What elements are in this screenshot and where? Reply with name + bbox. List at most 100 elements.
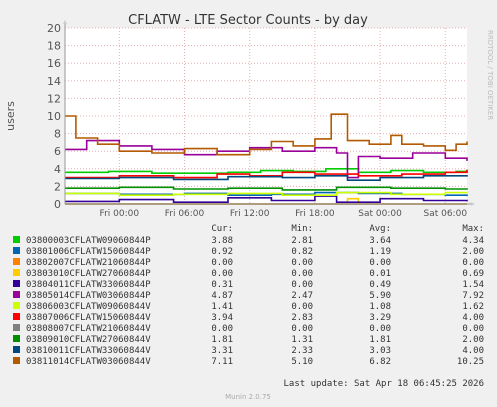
- legend-max-value: 0.00: [462, 324, 484, 334]
- series-line-03805014CFLATW03060844P: [65, 139, 468, 179]
- last-update: Last update: Sat Apr 18 06:45:25 2026: [284, 379, 484, 389]
- legend-max-value: 1.62: [462, 302, 484, 312]
- series-line-03809010CFLATW27060844V: [65, 186, 468, 191]
- legend-avg-value: 3.64: [369, 236, 391, 246]
- legend-min-value: 0.00: [291, 302, 313, 312]
- x-tick-label: Fri 18:00: [295, 209, 335, 219]
- legend-min-value: 2.81: [291, 236, 313, 246]
- series-line-03804011CFLATW33060844P: [65, 195, 468, 203]
- legend-cur-value: 1.81: [211, 335, 233, 345]
- legend-max-value: 4.00: [462, 313, 484, 323]
- legend-name: 03805014CFLATW03060844P: [26, 291, 151, 301]
- side-label: RRDTOOL / TOBI OETIKER: [486, 30, 494, 120]
- legend-max-value: 2.00: [462, 247, 484, 257]
- legend-max-value: 1.54: [462, 280, 484, 290]
- legend-header-max: Max:: [462, 224, 484, 234]
- legend-cur-value: 0.00: [211, 269, 233, 279]
- legend-max-value: 0.00: [462, 258, 484, 268]
- legend-name: 03800003CFLATW09060844P: [26, 236, 151, 246]
- series-line-03807006CFLATW15060844V: [65, 169, 468, 179]
- legend-name: 03809010CFLATW27060844V: [26, 335, 151, 345]
- legend-avg-value: 3.29: [369, 313, 391, 323]
- x-tick-label: Fri 00:00: [100, 209, 140, 219]
- legend-swatch-03805014CFLATW03060844P: [13, 291, 20, 298]
- legend-name: 03810011CFLATW33060844V: [26, 346, 151, 356]
- legend-min-value: 0.00: [291, 280, 313, 290]
- legend-swatch-03807006CFLATW15060844V: [13, 313, 20, 320]
- legend-cur-value: 0.31: [211, 280, 233, 290]
- legend-cur-value: 3.88: [211, 236, 233, 246]
- legend-cur-value: 0.00: [211, 258, 233, 268]
- legend-swatch-03806003CFLATW09060844V: [13, 302, 20, 309]
- legend-cur-value: 7.11: [211, 357, 233, 367]
- legend-avg-value: 5.90: [369, 291, 391, 301]
- legend-max-value: 0.69: [462, 269, 484, 279]
- legend-swatch-03800003CFLATW09060844P: [13, 236, 20, 243]
- grid: [65, 27, 467, 204]
- y-axis-arrow: [63, 20, 67, 24]
- legend-name: 03802007CFLATW21060844P: [26, 258, 151, 268]
- legend-cur-value: 0.92: [211, 247, 233, 257]
- y-axis-label: users: [4, 101, 17, 131]
- series-line-03810011CFLATW33060844V: [65, 175, 468, 181]
- y-tick-label: 14: [47, 75, 61, 88]
- legend-avg-value: 0.49: [369, 280, 391, 290]
- legend-max-value: 7.92: [462, 291, 484, 301]
- legend-min-value: 2.83: [291, 313, 313, 323]
- legend-min-value: 0.82: [291, 247, 313, 257]
- legend-cur-value: 0.00: [211, 324, 233, 334]
- legend-name: 03804011CFLATW33060844P: [26, 280, 151, 290]
- legend-swatch-03808007CFLATW21060844V: [13, 324, 20, 331]
- legend-max-value: 2.00: [462, 335, 484, 345]
- axes: 0 2 4 6 8 10 12 14 16 18 20 Fri 00:00 Fri 06:00 Fri 1…: [47, 20, 475, 219]
- legend-swatch-03803010CFLATW27060844P: [13, 269, 20, 276]
- legend-max-value: 4.34: [462, 236, 484, 246]
- y-tick-label: 6: [54, 145, 61, 158]
- y-tick-label: 8: [54, 128, 61, 141]
- legend-name: 03806003CFLATW09060844V: [26, 302, 151, 312]
- x-axis-arrow: [471, 202, 475, 206]
- legend-header-cur: Cur:: [211, 224, 233, 234]
- y-tick-label: 20: [47, 22, 61, 35]
- x-tick-label: Fri 12:00: [230, 209, 270, 219]
- legend-min-value: 0.00: [291, 269, 313, 279]
- legend-avg-value: 0.00: [369, 324, 391, 334]
- x-tick-label: Sat 06:00: [423, 209, 467, 219]
- legend-avg-value: 3.03: [369, 346, 391, 356]
- legend-cur-value: 1.41: [211, 302, 233, 312]
- legend-min-value: 2.47: [291, 291, 313, 301]
- y-tick-label: 16: [47, 57, 61, 70]
- x-tick-label: Sat 00:00: [358, 209, 402, 219]
- legend-cur-value: 4.87: [211, 291, 233, 301]
- y-tick-label: 4: [54, 163, 61, 176]
- y-tick-label: 18: [47, 40, 61, 53]
- legend-name: 03803010CFLATW27060844P: [26, 269, 151, 279]
- legend-cur-value: 3.31: [211, 346, 233, 356]
- series-line-03806003CFLATW09060844V: [65, 191, 468, 196]
- legend-name: 03807006CFLATW15060844V: [26, 313, 151, 323]
- legend-swatch-03804011CFLATW33060844P: [13, 280, 20, 287]
- legend-swatch-03801006CFLATW15060844P: [13, 247, 20, 254]
- legend-swatch-03810011CFLATW33060844V: [13, 346, 20, 353]
- legend-avg-value: 1.81: [369, 335, 391, 345]
- chart-title: CFLATW - LTE Sector Counts - by day: [128, 13, 368, 28]
- legend-min-value: 0.00: [291, 324, 313, 334]
- legend-swatch-03811014CFLATW03060844V: [13, 357, 20, 364]
- y-tick-label: 10: [47, 110, 61, 123]
- legend-swatch-03809010CFLATW27060844V: [13, 335, 20, 342]
- y-tick-label: 2: [54, 180, 61, 193]
- legend-header-avg: Avg:: [369, 224, 391, 234]
- legend-min-value: 2.33: [291, 346, 313, 356]
- legend-cur-value: 3.94: [211, 313, 233, 323]
- series-line-03811014CFLATW03060844V: [65, 113, 468, 156]
- legend-max-value: 10.25: [457, 357, 484, 367]
- x-tick-label: Fri 06:00: [165, 209, 205, 219]
- legend-avg-value: 6.82: [369, 357, 391, 367]
- legend-max-value: 4.00: [462, 346, 484, 356]
- munin-version: Munin 2.0.75: [225, 393, 271, 401]
- y-tick-label: 0: [54, 198, 61, 211]
- series-line-03800003CFLATW09060844P: [65, 168, 468, 174]
- legend-name: 03811014CFLATW03060844V: [26, 357, 151, 367]
- legend-header-min: Min:: [291, 224, 313, 234]
